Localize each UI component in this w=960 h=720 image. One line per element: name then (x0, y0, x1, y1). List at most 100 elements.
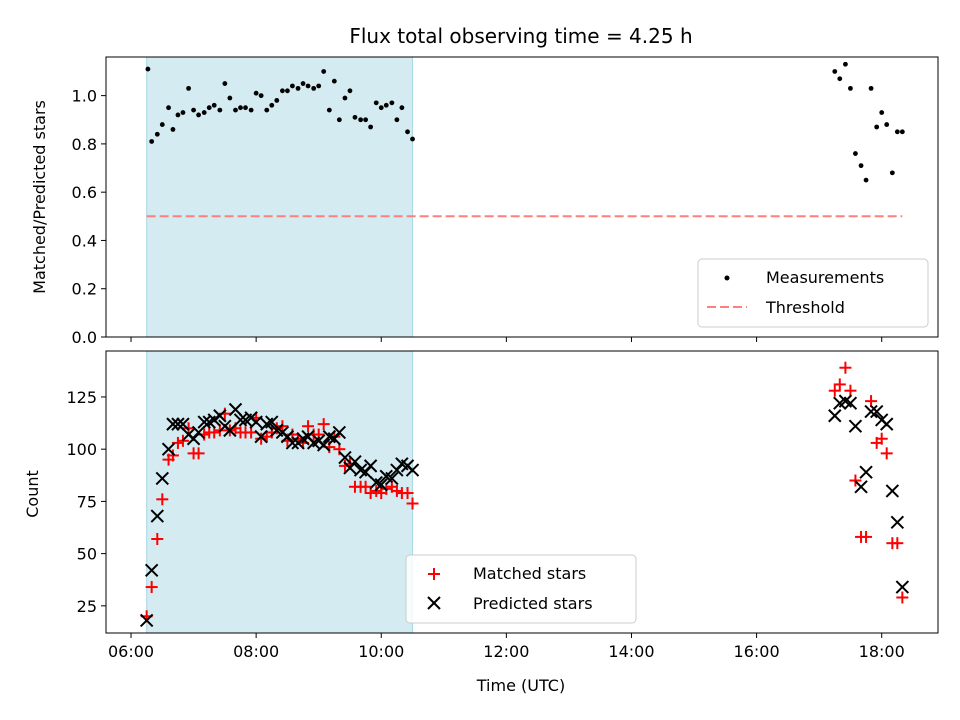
measurement-point (311, 85, 317, 91)
bottom-y-tick-label: 125 (66, 388, 97, 407)
measurement-point (863, 177, 869, 183)
matched-star-point (833, 378, 846, 391)
matched-stars-series (140, 361, 909, 623)
measurement-point (264, 107, 270, 113)
matched-star-point (390, 484, 403, 497)
measurement-point (316, 83, 322, 89)
matched-star-point (151, 533, 164, 545)
matched-star-point (156, 493, 169, 506)
predicted-star-point (859, 465, 873, 479)
predicted-star-point (864, 404, 878, 419)
legend-measurements-label: Measurements (766, 268, 884, 287)
measurement-point (853, 151, 858, 156)
measurement-point (145, 66, 151, 72)
measurement-point (166, 105, 171, 111)
measurement-point (253, 90, 259, 96)
bottom-x-axis: 06:00 08:00 10:00 12:00 14:00 16:00 18:00 (108, 633, 905, 661)
measurement-point (843, 61, 848, 67)
measurement-point (389, 100, 395, 106)
top-highlight-span (146, 56, 414, 338)
measurement-point (894, 129, 900, 135)
measurement-point (832, 69, 838, 74)
top-measurements (145, 61, 905, 183)
matched-star-point (192, 447, 205, 460)
predicted-star-point (213, 409, 227, 423)
measurement-point (222, 81, 228, 86)
measurement-point (274, 98, 280, 103)
measurement-point (373, 100, 379, 106)
predicted-star-point (233, 413, 248, 427)
predicted-star-point (890, 515, 905, 529)
x-tick-label: 14:00 (608, 642, 654, 661)
legend-measurements-marker (724, 275, 730, 281)
measurement-point (211, 102, 217, 108)
measurement-point (342, 95, 348, 101)
measurement-point (326, 107, 332, 113)
measurement-point (874, 124, 880, 130)
top-y-tick-label: 0.2 (72, 280, 97, 299)
predicted-star-point (176, 417, 190, 431)
measurement-point (248, 107, 254, 113)
matched-star-point (166, 449, 179, 462)
measurement-point (889, 170, 895, 176)
measurement-point (363, 117, 369, 123)
measurement-point (347, 88, 353, 94)
predicted-stars-series (139, 394, 910, 628)
bottom-y-tick-label: 75 (77, 492, 97, 511)
chart-title: Flux total observing time = 4.25 h (349, 24, 692, 48)
measurement-point (159, 122, 165, 127)
predicted-star-point (171, 417, 185, 431)
predicted-star-point (197, 415, 211, 429)
matched-star-point (276, 420, 289, 433)
measurement-point (899, 129, 905, 135)
top-y-tick-label: 0.0 (72, 328, 97, 347)
x-tick-label: 06:00 (108, 642, 154, 661)
predicted-star-point (869, 404, 884, 419)
predicted-star-point (885, 484, 900, 498)
matched-star-point (182, 422, 195, 435)
measurement-point (331, 78, 337, 84)
top-y-tick-label: 0.6 (72, 183, 97, 202)
measurement-point (196, 112, 201, 118)
measurement-point (186, 85, 191, 91)
top-legend: Measurements Threshold (697, 258, 929, 328)
predicted-star-point (895, 580, 910, 594)
measurement-point (258, 93, 264, 99)
predicted-star-point (166, 417, 180, 431)
measurement-point (336, 117, 342, 123)
matched-star-point (208, 426, 221, 439)
measurement-point (837, 76, 843, 82)
predicted-star-point (249, 415, 263, 429)
top-y-tick-label: 0.8 (72, 135, 97, 154)
predicted-star-point (144, 563, 159, 578)
x-tick-label: 16:00 (734, 642, 780, 661)
measurement-point (300, 81, 306, 86)
predicted-star-point (254, 429, 268, 444)
measurement-point (378, 105, 384, 111)
measurement-point (321, 69, 327, 74)
measurement-point (233, 107, 238, 113)
measurement-point (352, 114, 358, 120)
bottom-axes-frame (105, 350, 939, 634)
bottom-legend: Matched stars Predicted stars (405, 554, 637, 624)
matched-star-point (880, 447, 893, 460)
measurement-point (175, 112, 181, 118)
predicted-star-point (332, 425, 347, 440)
bottom-y-tick-label: 100 (66, 440, 97, 459)
predicted-star-point (228, 402, 243, 417)
predicted-star-point (879, 417, 894, 431)
matched-star-point (844, 384, 857, 397)
predicted-star-point (363, 459, 378, 473)
predicted-star-point (348, 455, 362, 469)
measurement-point (280, 88, 285, 94)
legend-threshold-label: Threshold (765, 298, 845, 317)
measurement-point (295, 85, 301, 91)
top-panel: 0.0 0.2 0.4 0.6 0.8 1.0 Matched/Predicted sta… (30, 56, 939, 347)
predicted-star-point (285, 436, 300, 450)
top-y-tick-label: 1.0 (72, 87, 97, 106)
legend-predicted-label: Predicted stars (473, 594, 593, 613)
measurement-point (858, 163, 864, 169)
measurement-point (405, 129, 410, 135)
matched-star-point (245, 426, 258, 439)
